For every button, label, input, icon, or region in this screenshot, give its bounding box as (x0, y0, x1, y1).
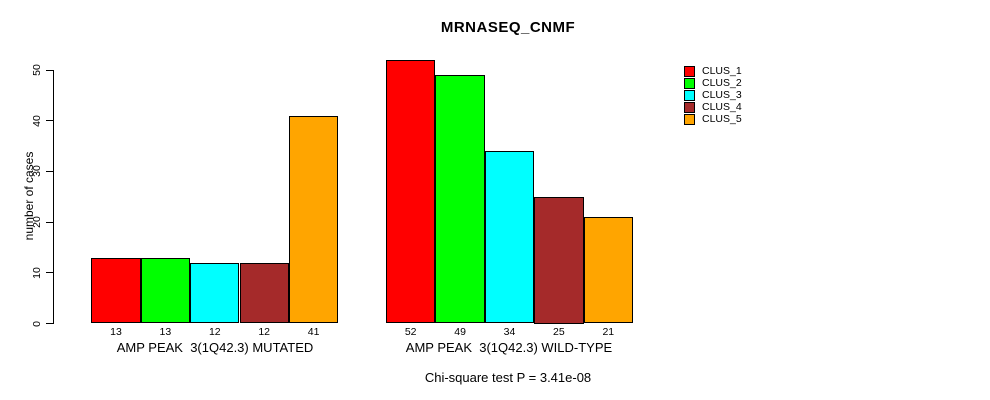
group-label-wildtype: AMP PEAK 3(1Q42.3) WILD-TYPE (405, 340, 613, 355)
legend-label-clus_5: CLUS_5 (702, 113, 742, 125)
y-tick-mark-30 (46, 170, 54, 172)
y-tick-mark-0 (46, 323, 54, 324)
bar-clus_4-group2 (534, 196, 584, 324)
legend-swatch-icon (684, 90, 695, 101)
bar-clus_5-group1 (288, 115, 339, 324)
y-tick-mark-50 (46, 69, 54, 71)
legend-row-clus_2: CLUS_2 (684, 78, 742, 89)
legend-row-clus_4: CLUS_4 (684, 102, 742, 113)
chart-title: MRNASEQ_CNMF (440, 19, 576, 36)
bar-clus_2-group1 (140, 257, 191, 324)
bar-value-clus_5-group1: 41 (307, 326, 320, 338)
bar-value-clus_2-group1: 13 (159, 326, 172, 338)
bar-clus_3-group1 (190, 262, 240, 324)
bar-value-clus_3-group1: 12 (208, 326, 221, 338)
y-tick-mark-20 (46, 221, 54, 223)
bar-value-clus_5-group2: 21 (602, 326, 615, 338)
bar-clus_1-group1 (91, 257, 141, 324)
legend-swatch-icon (684, 114, 695, 125)
bar-value-clus_4-group1: 12 (258, 326, 271, 338)
bar-clus_2-group2 (435, 75, 485, 324)
legend-swatch-icon (684, 78, 695, 89)
y-tick-label-50: 50 (31, 64, 43, 76)
y-tick-mark-10 (46, 272, 54, 274)
bar-clus_1-group2 (386, 59, 436, 324)
legend-label-clus_1: CLUS_1 (702, 65, 742, 77)
legend-row-clus_1: CLUS_1 (684, 66, 742, 77)
legend-swatch-icon (684, 102, 695, 113)
bar-value-clus_4-group2: 25 (553, 326, 565, 338)
bar-clus_5-group2 (583, 217, 633, 324)
legend-label-clus_2: CLUS_2 (702, 77, 742, 89)
y-tick-label-0: 0 (31, 320, 43, 327)
y-tick-label-30: 30 (31, 165, 43, 178)
group-label-mutated: AMP PEAK 3(1Q42.3) MUTATED (116, 340, 314, 355)
y-axis-line (53, 70, 54, 324)
bar-clus_3-group2 (484, 151, 535, 324)
bar-value-clus_1-group2: 52 (404, 326, 417, 338)
y-tick-label-10: 10 (31, 266, 43, 279)
chi-square-note: Chi-square test P = 3.41e-08 (424, 370, 592, 385)
legend-label-clus_3: CLUS_3 (702, 89, 742, 101)
legend: CLUS_1 CLUS_2 CLUS_3 CLUS_4 CLUS_5 (684, 66, 742, 125)
y-tick-label-20: 20 (31, 216, 43, 228)
y-tick-label-40: 40 (31, 114, 43, 127)
y-tick-mark-40 (46, 120, 54, 122)
bar-value-clus_1-group1: 13 (110, 326, 122, 338)
legend-row-clus_5: CLUS_5 (684, 114, 742, 125)
bar-clus_4-group1 (239, 262, 289, 324)
bar-value-clus_2-group2: 49 (454, 326, 466, 338)
legend-row-clus_3: CLUS_3 (684, 90, 742, 101)
bar-value-clus_3-group2: 34 (503, 326, 516, 338)
legend-label-clus_4: CLUS_4 (702, 101, 742, 113)
legend-swatch-icon (684, 66, 695, 77)
